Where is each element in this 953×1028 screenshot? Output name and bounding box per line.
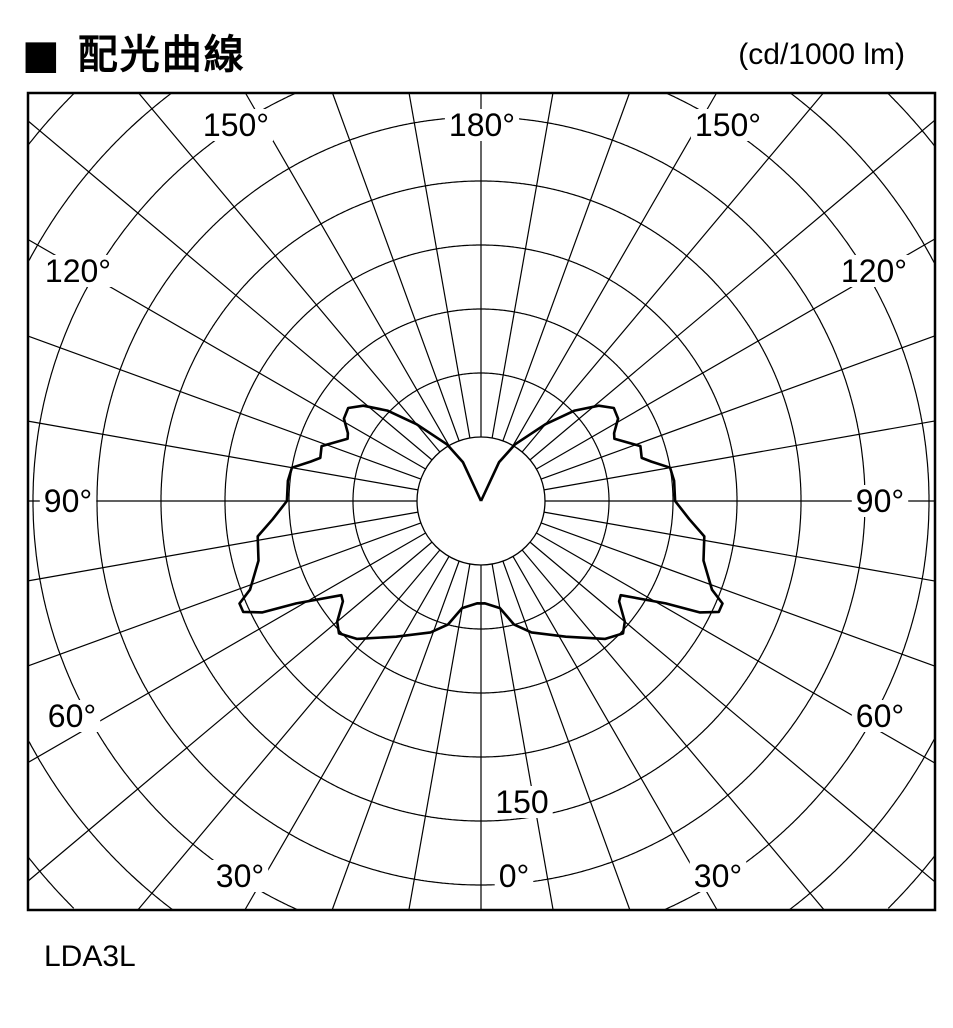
chart-frame bbox=[26, 91, 937, 912]
model-label: LDA3L bbox=[44, 940, 136, 973]
label-background bbox=[43, 700, 101, 732]
unit-label: (cd/1000 lm) bbox=[738, 38, 905, 71]
grid-spoke bbox=[502, 92, 631, 442]
label-background bbox=[39, 485, 97, 517]
grid-spoke bbox=[512, 92, 718, 446]
label-background bbox=[40, 255, 116, 287]
grid-spoke bbox=[540, 335, 936, 480]
angle-label-60-left: 60° bbox=[48, 698, 96, 734]
label-background bbox=[494, 860, 534, 892]
grid-spoke bbox=[408, 92, 471, 439]
angle-label-150-left: 150° bbox=[203, 107, 269, 143]
radial-label-150: 150 bbox=[495, 784, 548, 820]
grid-spoke bbox=[27, 420, 419, 491]
grid-spoke bbox=[540, 522, 936, 667]
grid-spoke bbox=[491, 92, 554, 439]
grid-ring bbox=[28, 93, 936, 909]
angle-label-180: 180° bbox=[449, 107, 515, 143]
label-background bbox=[690, 109, 766, 141]
grid-spoke bbox=[137, 549, 441, 911]
grid-ring bbox=[28, 92, 935, 911]
grid-spoke bbox=[543, 420, 936, 491]
grid-spoke bbox=[502, 560, 631, 911]
grid-spoke bbox=[529, 541, 936, 883]
angle-label-90-right: 90° bbox=[856, 483, 904, 519]
intensity-curve bbox=[238, 404, 724, 641]
polar-grid bbox=[27, 92, 936, 911]
angle-label-30-left: 30° bbox=[216, 858, 264, 894]
label-background bbox=[211, 860, 269, 892]
label-background bbox=[851, 700, 909, 732]
grid-spoke bbox=[138, 92, 441, 453]
label-background bbox=[836, 255, 912, 287]
grid-spoke bbox=[529, 119, 936, 461]
grid-spoke bbox=[244, 556, 450, 911]
label-background bbox=[444, 109, 520, 141]
angle-label-30-right: 30° bbox=[694, 858, 742, 894]
label-background bbox=[198, 109, 274, 141]
grid-spoke bbox=[491, 563, 554, 911]
grid-spoke bbox=[543, 511, 936, 582]
angle-label-90-left: 90° bbox=[44, 483, 92, 519]
grid-spoke bbox=[521, 92, 824, 453]
grid-spoke bbox=[408, 563, 471, 911]
label-background bbox=[689, 860, 747, 892]
angle-label-150-right: 150° bbox=[695, 107, 761, 143]
label-background bbox=[851, 485, 909, 517]
angle-label-120-right: 120° bbox=[841, 253, 907, 289]
grid-spoke bbox=[331, 92, 460, 442]
grid-spoke bbox=[521, 549, 825, 911]
grid-spoke bbox=[27, 522, 422, 667]
label-background bbox=[491, 786, 553, 818]
angle-label-120-left: 120° bbox=[45, 253, 111, 289]
grid-spoke bbox=[27, 120, 433, 461]
grid-spoke bbox=[27, 511, 419, 582]
angle-label-0: 0° bbox=[499, 858, 530, 894]
grid-spoke bbox=[331, 560, 460, 911]
chart-title: ■ 配光曲線 bbox=[22, 32, 246, 78]
grid-spoke bbox=[512, 556, 718, 911]
grid-spoke bbox=[27, 541, 433, 882]
grid-spoke bbox=[27, 335, 422, 480]
grid-spoke bbox=[244, 92, 450, 446]
angle-label-60-right: 60° bbox=[856, 698, 904, 734]
